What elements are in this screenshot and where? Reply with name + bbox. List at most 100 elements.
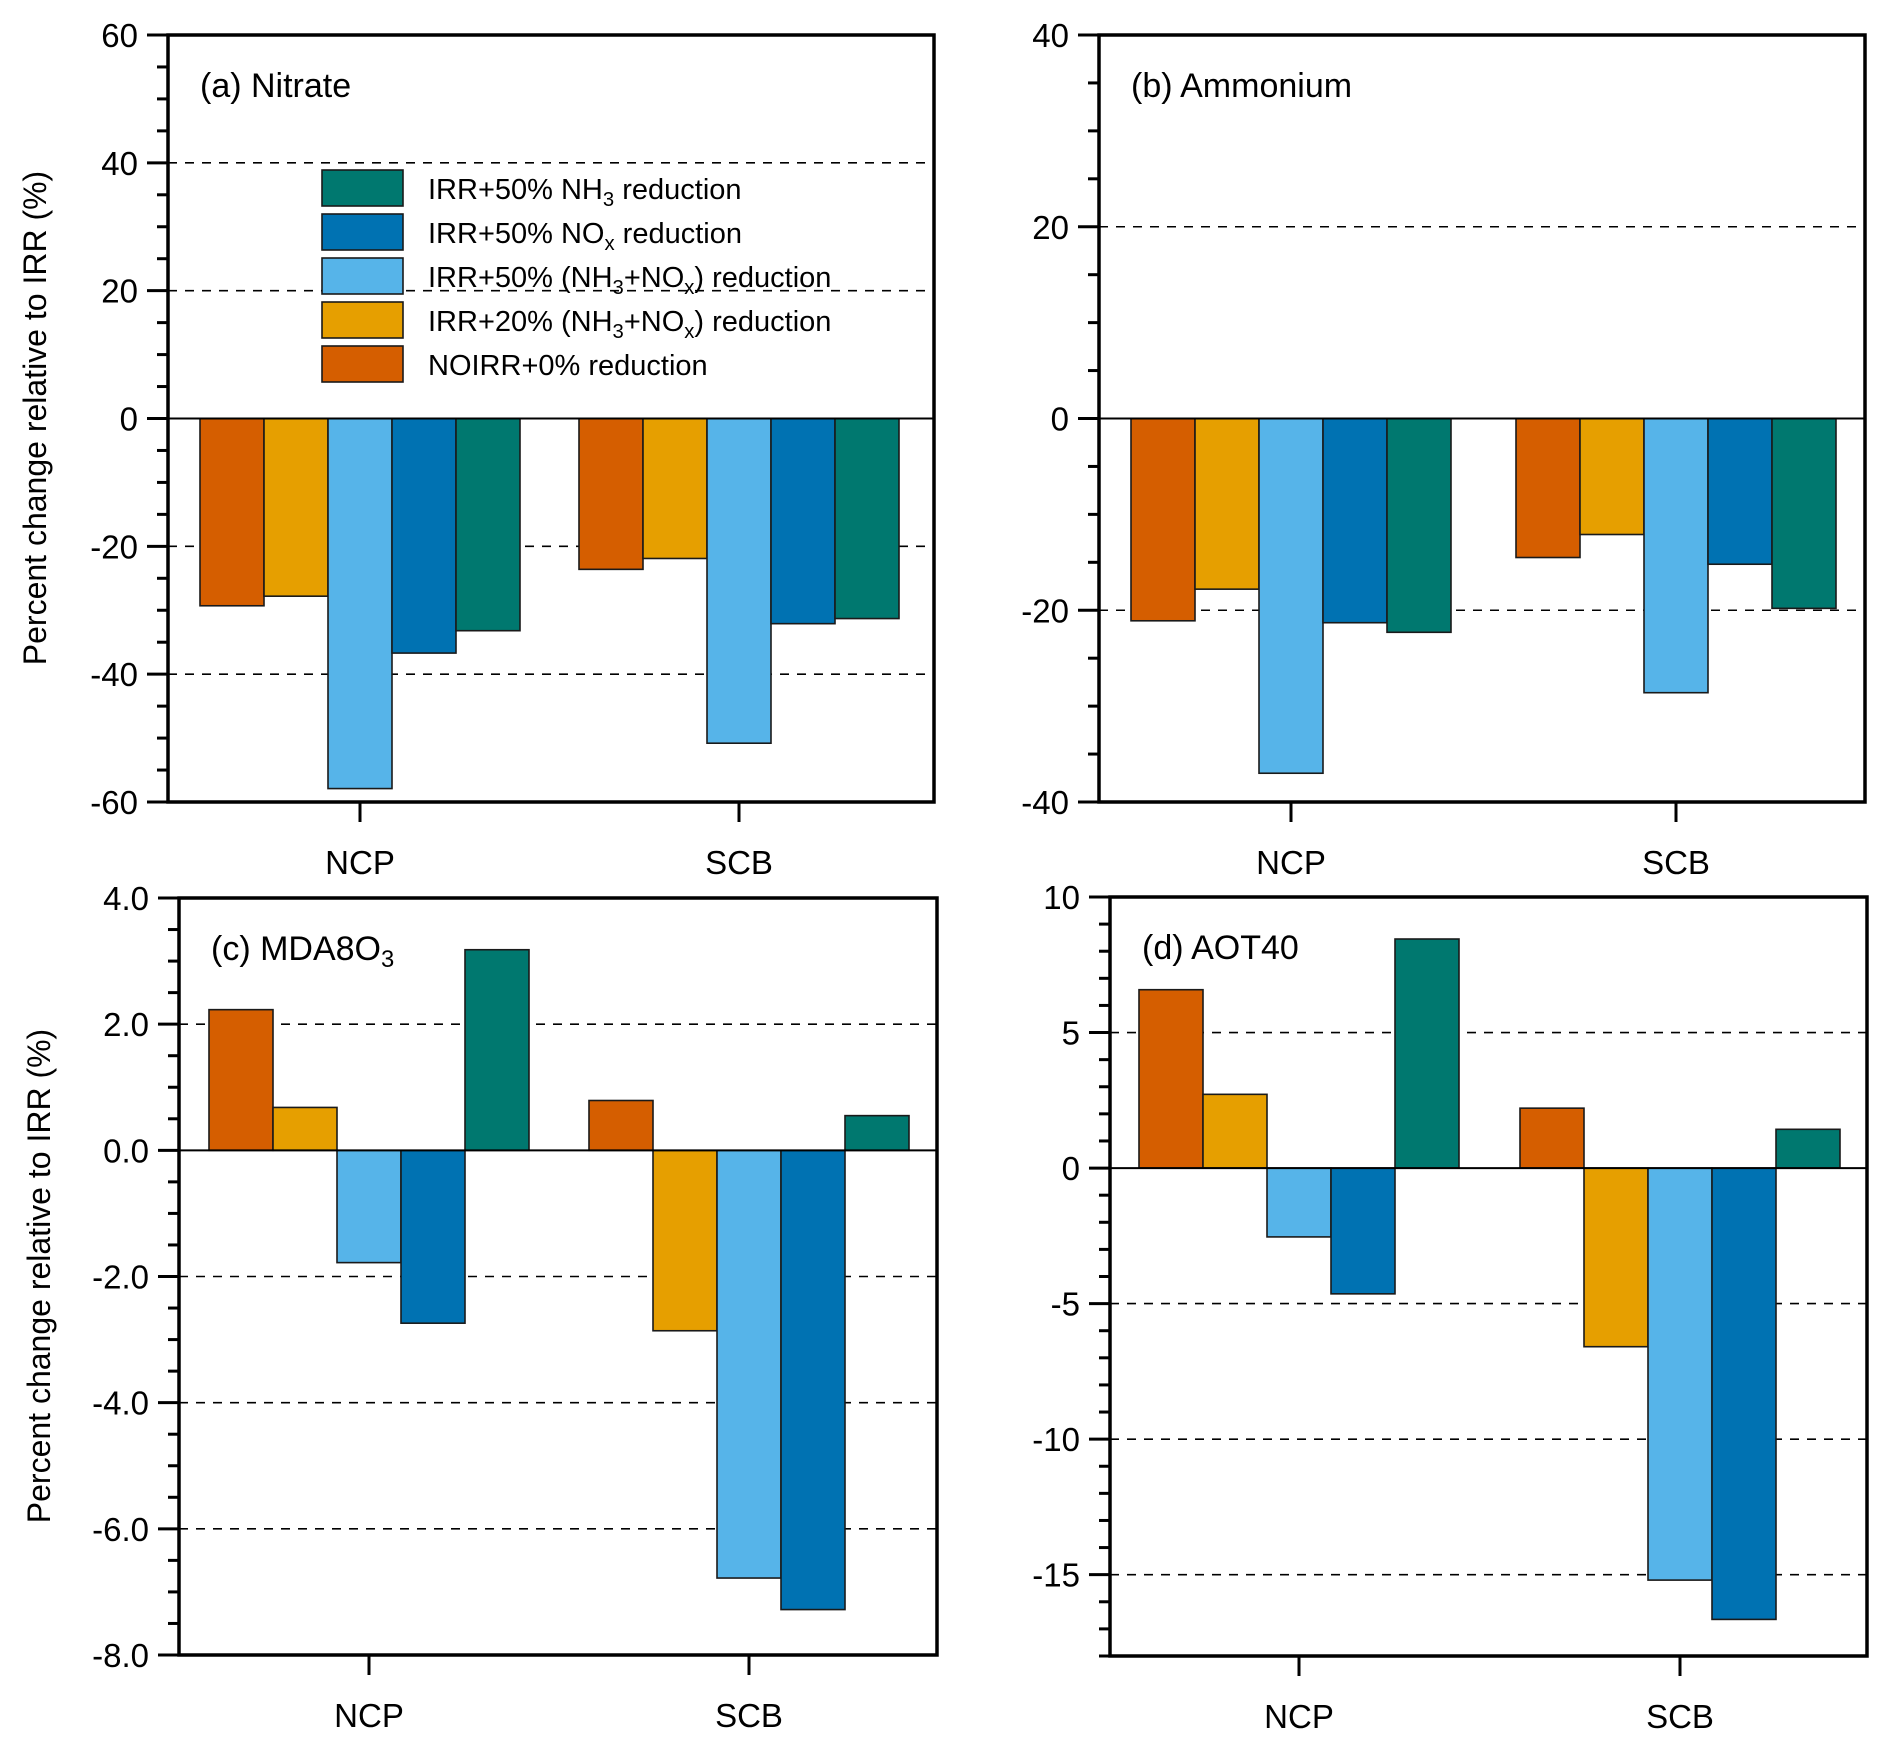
y-tick-label: 40 [1032, 17, 1069, 54]
legend-swatch [321, 301, 404, 339]
panel-c: -8.0 -6.0 -4.0 -2.0 0.0 2.0 4.0 NCP SCB (c) MDA8O… [92, 880, 939, 1734]
legend-swatch [321, 169, 404, 207]
text-run: (b) Ammonium [1131, 67, 1352, 105]
bar-scb-series-0 [578, 417, 644, 571]
legend-label: NOIRR+0% reduction [428, 350, 708, 382]
bar-ncp-series-0 [1130, 417, 1196, 622]
text-run: +NO [624, 262, 684, 294]
y-tick-label: 0 [1062, 1150, 1080, 1187]
legend-item-nh3: IRR+50% NH3 reduction [321, 169, 742, 211]
text-run: IRR+50% (NH [428, 262, 613, 294]
bar-scb-series-1 [642, 417, 708, 560]
legend-item-both20: IRR+20% (NH3+NOx) reduction [321, 301, 831, 343]
x-category-label: SCB [1642, 844, 1710, 881]
subscript: 3 [613, 321, 624, 343]
y-axis-label-bottom: Percent change relative to IRR (%) [21, 1029, 57, 1523]
y-tick-label: 0 [1051, 401, 1069, 438]
y-tick-label: -40 [90, 656, 138, 693]
y-tick-label: -20 [90, 528, 138, 565]
panel-d: -15 -10 -5 0 5 10 NCP SCB (d) AOT40 [1032, 879, 1869, 1735]
x-category-label: NCP [1264, 1698, 1334, 1735]
text-run: IRR+50% NO [428, 218, 604, 250]
x-category-label: SCB [715, 1697, 783, 1734]
y-tick-label: -8.0 [92, 1637, 149, 1674]
y-axis-label-top: Percent change relative to IRR (%) [17, 171, 53, 665]
bar-ncp-series-4 [455, 417, 521, 632]
bar-scb-series-3 [1711, 1167, 1777, 1621]
bar-ncp-series-1 [1194, 417, 1260, 590]
bar-scb-series-4 [1771, 417, 1837, 610]
bar-scb-series-2 [716, 1149, 782, 1579]
bar-scb-series-0 [1515, 417, 1581, 559]
y-tick-label: 2.0 [103, 1006, 149, 1043]
legend-label: IRR+20% (NH3+NOx) reduction [428, 306, 831, 343]
bar-scb-series-2 [1647, 1167, 1713, 1581]
y-tick-label: 60 [101, 17, 138, 54]
x-category-label: NCP [334, 1697, 404, 1734]
panel-b: -40 -20 0 20 40 NCP SCB (b) Ammonium [1021, 17, 1867, 881]
legend-item-nox: IRR+50% NOx reduction [321, 213, 742, 255]
subscript: x [684, 277, 694, 299]
y-tick-label: -10 [1032, 1421, 1080, 1458]
panel-title: (a) Nitrate [200, 67, 351, 105]
legend-item-noirr: NOIRR+0% reduction [321, 345, 708, 383]
y-tick-label: -2.0 [92, 1259, 149, 1296]
subscript: x [604, 233, 614, 255]
bar-ncp-series-3 [1330, 1167, 1396, 1295]
bar-ncp-series-2 [336, 1149, 402, 1264]
bar-ncp-series-0 [1138, 988, 1204, 1169]
y-tick-label: 20 [1032, 209, 1069, 246]
panel-title: (c) MDA8O3 [211, 930, 394, 973]
bar-ncp-series-3 [391, 417, 457, 654]
text-run: +NO [624, 306, 684, 338]
y-tick-label: -5 [1051, 1286, 1080, 1323]
bar-scb-series-2 [706, 417, 772, 744]
y-tick-label: 0 [120, 401, 138, 438]
text-run: IRR+20% (NH [428, 306, 613, 338]
bar-ncp-series-2 [1258, 417, 1324, 775]
text-run: NOIRR+0% reduction [428, 350, 708, 382]
legend-swatch [321, 213, 404, 251]
text-run: (c) MDA8O [211, 930, 381, 968]
y-tick-label: -15 [1032, 1557, 1080, 1594]
y-tick-label: -4.0 [92, 1385, 149, 1422]
text-run: reduction [615, 218, 742, 250]
bar-scb-series-0 [1519, 1107, 1585, 1169]
bar-scb-series-4 [844, 1114, 910, 1152]
bar-scb-series-3 [780, 1149, 846, 1611]
bar-ncp-series-1 [272, 1106, 338, 1152]
subscript: 3 [613, 277, 624, 299]
y-tick-label: -60 [90, 784, 138, 821]
x-category-label: SCB [1646, 1698, 1714, 1735]
text-run: (d) AOT40 [1142, 929, 1299, 967]
legend-swatch [321, 345, 404, 383]
bar-ncp-series-1 [263, 417, 329, 597]
x-category-label: NCP [325, 844, 395, 881]
y-tick-label: -20 [1021, 592, 1069, 629]
legend-item-both50: IRR+50% (NH3+NOx) reduction [321, 257, 831, 299]
legend-label: IRR+50% NOx reduction [428, 218, 742, 255]
y-tick-label: 20 [101, 273, 138, 310]
bar-scb-series-3 [1707, 417, 1773, 566]
bar-ncp-series-2 [327, 417, 393, 790]
bar-scb-series-1 [1583, 1167, 1649, 1348]
y-tick-label: 4.0 [103, 880, 149, 917]
legend-label: IRR+50% NH3 reduction [428, 174, 742, 211]
panel-a: -60 -40 -20 0 20 40 60 NCP SCB (a) Nitrate [90, 17, 936, 881]
subscript: 3 [603, 189, 614, 211]
legend-swatch [321, 257, 404, 295]
text-run: (a) Nitrate [200, 67, 351, 105]
x-category-label: SCB [705, 844, 773, 881]
bar-scb-series-0 [588, 1099, 654, 1152]
y-tick-label: 0.0 [103, 1132, 149, 1169]
bar-ncp-series-3 [1322, 417, 1388, 624]
y-tick-label: 40 [101, 145, 138, 182]
panel-title: (b) Ammonium [1131, 67, 1352, 105]
y-tick-label: 5 [1062, 1015, 1080, 1052]
bar-ncp-series-4 [464, 948, 530, 1152]
text-run: reduction [614, 174, 741, 206]
bar-scb-series-4 [834, 417, 900, 620]
text-run: ) reduction [694, 306, 831, 338]
